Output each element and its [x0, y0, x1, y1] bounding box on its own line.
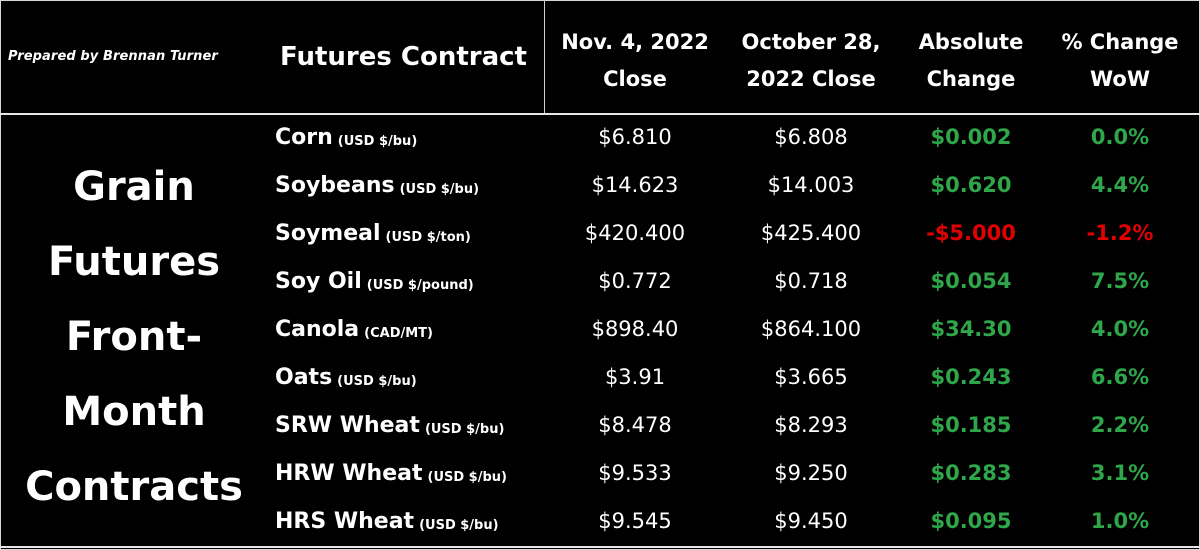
section-title: Grain Futures Front- Month Contracts: [8, 150, 260, 525]
header-absolute-change-line-2: Change: [926, 67, 1016, 91]
current-close-value: $14.623: [591, 173, 679, 197]
current-close-value: $420.400: [584, 221, 686, 245]
contract-name: HRW Wheat (USD $/bu): [275, 460, 507, 486]
header-prior-close: October 28, 2022 Close: [725, 24, 897, 98]
current-close-value: $3.91: [604, 365, 666, 389]
absolute-change-value: -$5.000: [926, 221, 1016, 245]
header-absolute-change: Absolute Change: [897, 24, 1045, 98]
header-current-close-line-2: Close: [603, 67, 667, 91]
header-absolute-change-line-1: Absolute: [918, 30, 1024, 54]
pct-change-value: 4.4%: [1090, 173, 1150, 197]
prior-close-value: $0.718: [774, 269, 848, 293]
table-row: Canola (CAD/MT) $898.40 $864.100 $34.30 4…: [0, 305, 1200, 353]
current-close-value: $9.545: [598, 509, 672, 533]
header-current-close-line-1: Nov. 4, 2022: [561, 30, 709, 54]
prior-close-value: $864.100: [760, 317, 862, 341]
contract-name: SRW Wheat (USD $/bu): [275, 412, 505, 438]
absolute-change-value: $0.054: [930, 269, 1012, 293]
header-prior-close-line-2: 2022 Close: [746, 67, 876, 91]
contract-name: Oats (USD $/bu): [275, 364, 417, 390]
contract-name: Canola (CAD/MT): [275, 316, 433, 342]
absolute-change-value: $34.30: [930, 317, 1012, 341]
header-pct-change-line-2: WoW: [1089, 67, 1150, 91]
pct-change-value: 4.0%: [1090, 317, 1150, 341]
pct-change-value: -1.2%: [1086, 221, 1154, 245]
prepared-by-credit: Prepared by Brennan Turner: [8, 49, 218, 64]
header-pct-change-line-1: % Change: [1061, 30, 1179, 54]
prior-close-value: $6.808: [774, 125, 848, 149]
header-futures-contract: Futures Contract: [280, 42, 527, 72]
table-row: Oats (USD $/bu) $3.91 $3.665 $0.243 6.6%: [0, 353, 1200, 401]
header-prior-close-line-1: October 28,: [741, 30, 881, 54]
table-row: Soy Oil (USD $/pound) $0.772 $0.718 $0.05…: [0, 257, 1200, 305]
section-title-line-4: Month: [62, 389, 206, 435]
header-column-divider: [544, 0, 545, 113]
prior-close-value: $14.003: [767, 173, 855, 197]
absolute-change-value: $0.283: [930, 461, 1012, 485]
contract-name: Soybeans (USD $/bu): [275, 172, 480, 198]
prior-close-value: $8.293: [774, 413, 848, 437]
prior-close-value: $3.665: [774, 365, 848, 389]
current-close-value: $6.810: [598, 125, 672, 149]
section-title-line-1: Grain: [73, 164, 195, 210]
table-row: Soymeal (USD $/ton) $420.400 $425.400 -$5…: [0, 209, 1200, 257]
contract-name: Soymeal (USD $/ton): [275, 220, 471, 246]
pct-change-value: 0.0%: [1090, 125, 1150, 149]
absolute-change-value: $0.002: [930, 125, 1012, 149]
pct-change-value: 3.1%: [1090, 461, 1150, 485]
pct-change-value: 1.0%: [1090, 509, 1150, 533]
pct-change-value: 2.2%: [1090, 413, 1150, 437]
table-row: Corn (USD $/bu) $6.810 $6.808 $0.002 0.0%: [0, 113, 1200, 161]
section-title-line-2: Futures: [47, 239, 221, 285]
prior-close-value: $425.400: [760, 221, 862, 245]
current-close-value: $898.40: [591, 317, 679, 341]
pct-change-value: 6.6%: [1090, 365, 1150, 389]
contract-name: HRS Wheat (USD $/bu): [275, 508, 499, 534]
contract-name: Soy Oil (USD $/pound): [275, 268, 474, 294]
bottom-border: [0, 546, 1200, 548]
section-title-line-3: Front-: [65, 314, 203, 360]
current-close-value: $0.772: [598, 269, 672, 293]
current-close-value: $8.478: [598, 413, 672, 437]
absolute-change-value: $0.095: [930, 509, 1012, 533]
absolute-change-value: $0.185: [930, 413, 1012, 437]
contract-name: Corn (USD $/bu): [275, 124, 418, 150]
absolute-change-value: $0.243: [930, 365, 1012, 389]
header-pct-change: % Change WoW: [1045, 24, 1195, 98]
header-divider: [0, 113, 1200, 115]
table-row: Soybeans (USD $/bu) $14.623 $14.003 $0.62…: [0, 161, 1200, 209]
table-row: SRW Wheat (USD $/bu) $8.478 $8.293 $0.185…: [0, 401, 1200, 449]
header-current-close: Nov. 4, 2022 Close: [545, 24, 725, 98]
current-close-value: $9.533: [598, 461, 672, 485]
section-title-line-5: Contracts: [25, 464, 243, 510]
prior-close-value: $9.250: [774, 461, 848, 485]
pct-change-value: 7.5%: [1090, 269, 1150, 293]
absolute-change-value: $0.620: [930, 173, 1012, 197]
prior-close-value: $9.450: [774, 509, 848, 533]
table-row: HRS Wheat (USD $/bu) $9.545 $9.450 $0.095…: [0, 497, 1200, 545]
table-row: HRW Wheat (USD $/bu) $9.533 $9.250 $0.283…: [0, 449, 1200, 497]
